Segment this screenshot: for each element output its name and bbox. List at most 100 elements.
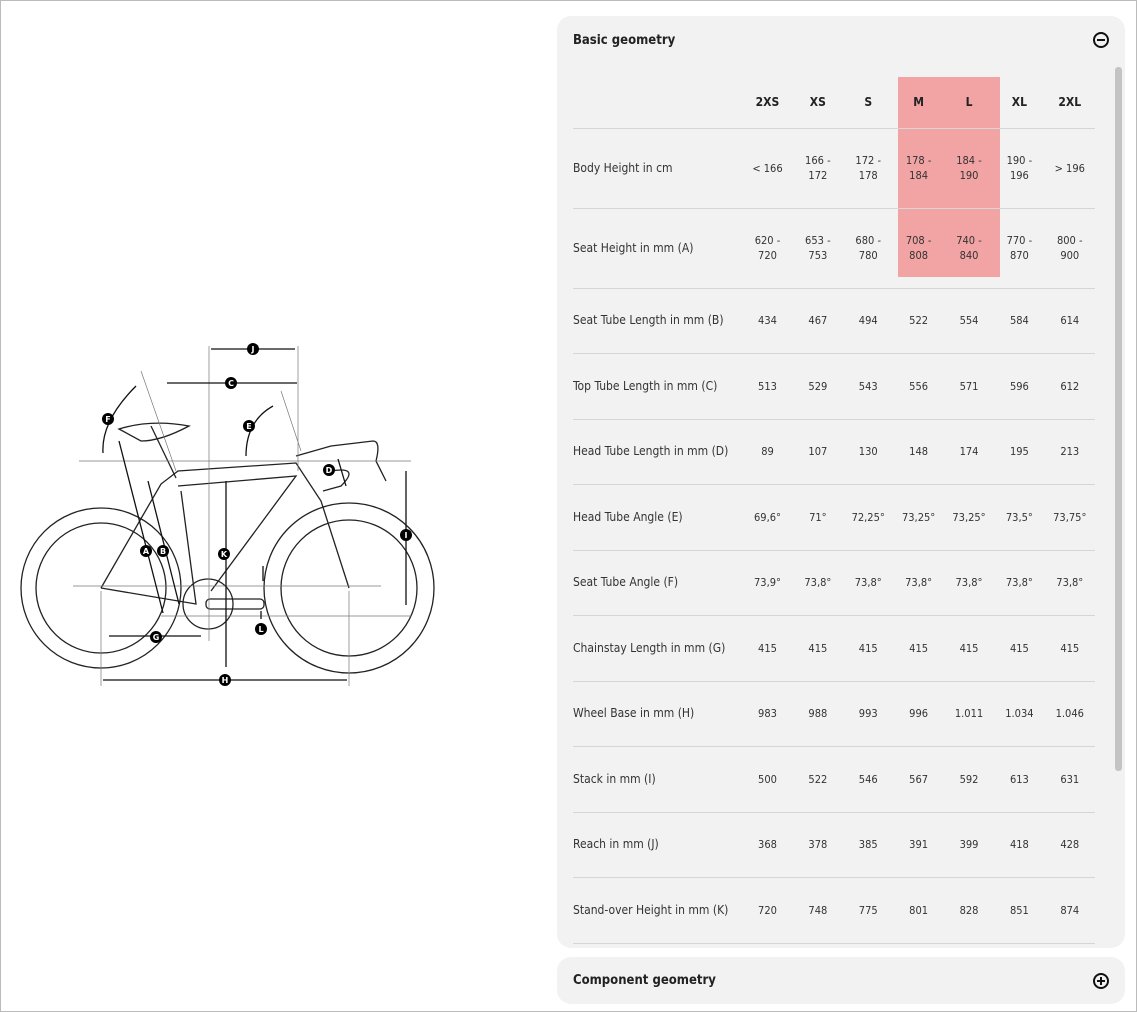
size-header: 2XS xyxy=(742,77,793,129)
cell-value: 592 xyxy=(943,746,995,813)
row-label: Head Tube Angle (E) xyxy=(573,484,743,551)
svg-text:J: J xyxy=(251,345,255,354)
marker-i: I xyxy=(400,529,412,541)
cell-value: 1.046 xyxy=(1044,681,1095,747)
cell-value: 368 xyxy=(742,812,793,878)
row-label: Top Tube Length in mm (C) xyxy=(573,353,743,420)
table-row: Seat Height in mm (A) 620 - 720 653 - 753 6… xyxy=(573,208,1095,289)
row-label: Seat Tube Length in mm (B) xyxy=(573,288,743,354)
table-row: Stand-over Height in mm (K) 720 748 775 801 8… xyxy=(573,877,1095,944)
row-label: Seat Height in mm (A) xyxy=(573,208,743,289)
cell-value: 614 xyxy=(1044,288,1095,354)
cell-value: 73,75° xyxy=(1044,484,1095,551)
svg-text:I: I xyxy=(405,531,408,540)
cell-value: 73,5° xyxy=(994,484,1045,551)
cell-value: 174 xyxy=(943,419,995,485)
cell-value: 770 - 870 xyxy=(994,208,1045,289)
row-label: Stack in mm (I) xyxy=(573,746,743,813)
cell-value: 554 xyxy=(943,288,995,354)
size-header: XS xyxy=(792,77,844,129)
cell-value: 213 xyxy=(1044,419,1095,485)
cell-value: 740 - 840 xyxy=(943,208,995,289)
table-row: Wheel Base in mm (H) 983 988 993 996 1.011 1.0… xyxy=(573,681,1095,747)
cell-value: 418 xyxy=(994,812,1045,878)
row-label: Head Tube Length in mm (D) xyxy=(573,419,743,485)
cell-value: 89 xyxy=(742,419,793,485)
cell-value: 73,8° xyxy=(994,550,1045,616)
size-header: 2XL xyxy=(1044,77,1095,129)
row-label: Reach in mm (J) xyxy=(573,812,743,878)
cell-value: 720 xyxy=(742,877,793,944)
cell-value: 567 xyxy=(893,746,944,813)
cell-value: 522 xyxy=(893,288,944,354)
cell-value: 828 xyxy=(943,877,995,944)
cell-value: 415 xyxy=(843,615,894,682)
scrollbar[interactable] xyxy=(1115,67,1122,771)
cell-value: < 166 xyxy=(742,128,793,209)
cell-value: 801 xyxy=(893,877,944,944)
svg-text:A: A xyxy=(143,547,150,556)
row-label: Stand-over Height in mm (K) xyxy=(573,877,743,944)
svg-text:F: F xyxy=(105,415,110,424)
cell-value: 73,8° xyxy=(893,550,944,616)
cell-value: 73,8° xyxy=(843,550,894,616)
cell-value: 73,8° xyxy=(943,550,995,616)
cell-value: 428 xyxy=(1044,812,1095,878)
cell-value: 73,9° xyxy=(742,550,793,616)
size-header: XL xyxy=(994,77,1045,129)
marker-k: K xyxy=(218,548,230,560)
cell-value: 584 xyxy=(994,288,1045,354)
cell-value: 73,8° xyxy=(792,550,844,616)
marker-a: A xyxy=(140,545,152,557)
cell-value: 571 xyxy=(943,353,995,420)
cell-value: 172 - 178 xyxy=(843,128,894,209)
cell-value: 391 xyxy=(893,812,944,878)
row-label: Wheel Base in mm (H) xyxy=(573,681,743,747)
cell-value: 415 xyxy=(1044,615,1095,682)
basic-geometry-title[interactable]: Basic geometry xyxy=(573,33,676,48)
size-header: L xyxy=(943,77,995,129)
marker-j: J xyxy=(247,343,259,355)
table-row: Head Tube Angle (E) 69,6° 71° 72,25° 73,25° 7… xyxy=(573,484,1095,551)
table-row: Top Tube Length in mm (C) 513 529 543 556 571… xyxy=(573,353,1095,420)
marker-e: E xyxy=(243,420,255,432)
table-row: Stack in mm (I) 500 522 546 567 592 613 631 xyxy=(573,746,1095,813)
cell-value: 993 xyxy=(843,681,894,747)
svg-text:B: B xyxy=(160,547,166,556)
cell-value: 415 xyxy=(792,615,844,682)
cell-value: 166 - 172 xyxy=(792,128,844,209)
cell-value: 543 xyxy=(843,353,894,420)
cell-value: 680 - 780 xyxy=(843,208,894,289)
marker-b: B xyxy=(157,545,169,557)
cell-value: 195 xyxy=(994,419,1045,485)
cell-value: 620 - 720 xyxy=(742,208,793,289)
plus-circle-icon[interactable] xyxy=(1093,973,1109,989)
cell-value: 148 xyxy=(893,419,944,485)
table-row: Body Height in cm < 166 166 - 172 172 - 178… xyxy=(573,128,1095,209)
table-row: Seat Tube Angle (F) 73,9° 73,8° 73,8° 73,8° 7… xyxy=(573,550,1095,616)
marker-c: C xyxy=(225,377,237,389)
table-row: Chainstay Length in mm (G) 415 415 415 415 41… xyxy=(573,615,1095,682)
cell-value: 529 xyxy=(792,353,844,420)
cell-value: 399 xyxy=(943,812,995,878)
basic-geometry-panel: Basic geometry 2XS XS S M L XL 2XL Body Height… xyxy=(557,16,1125,948)
size-header: M xyxy=(893,77,944,129)
marker-g: G xyxy=(150,631,162,643)
minus-circle-icon[interactable] xyxy=(1093,32,1109,48)
cell-value: 72,25° xyxy=(843,484,894,551)
component-geometry-title[interactable]: Component geometry xyxy=(573,973,716,988)
table-row: Head Tube Length in mm (D) 89 107 130 148 174… xyxy=(573,419,1095,485)
svg-text:G: G xyxy=(153,633,160,642)
cell-value: 708 - 808 xyxy=(893,208,944,289)
cell-value: 178 - 184 xyxy=(893,128,944,209)
component-geometry-panel[interactable]: Component geometry xyxy=(557,957,1125,1004)
cell-value: 612 xyxy=(1044,353,1095,420)
cell-value: 1.011 xyxy=(943,681,995,747)
svg-text:L: L xyxy=(258,625,263,634)
cell-value: 184 - 190 xyxy=(943,128,995,209)
cell-value: 73,8° xyxy=(1044,550,1095,616)
marker-d: D xyxy=(323,464,335,476)
cell-value: 996 xyxy=(893,681,944,747)
row-label: Seat Tube Angle (F) xyxy=(573,550,743,616)
cell-value: 385 xyxy=(843,812,894,878)
